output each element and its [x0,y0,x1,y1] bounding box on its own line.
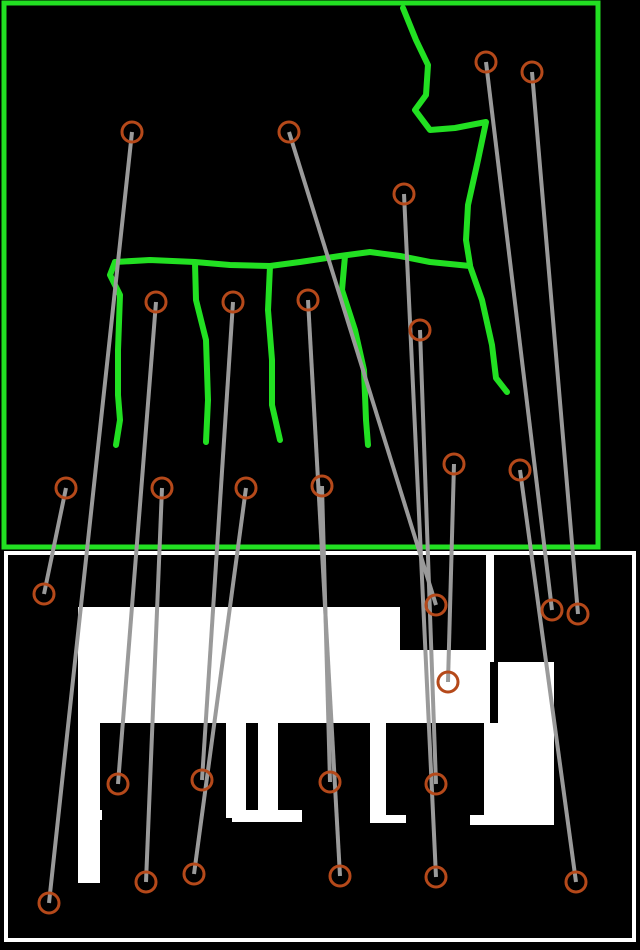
keypoint-6 [144,290,168,314]
match-line-13 [320,485,332,783]
sketch-leg-4 [339,253,371,448]
keypoint-27 [182,862,206,886]
top-sketch-panel [1,0,601,550]
sketch-leg-2 [192,260,211,445]
match-line-15 [518,469,578,883]
match-line-14 [446,463,456,683]
match-line-11 [144,487,164,883]
match-line-9 [418,329,438,785]
mask-tail-block [498,662,554,824]
mask-leg-3 [258,723,278,815]
keypoint-11 [150,476,174,500]
keypoint-25 [37,891,61,915]
keypoint-17 [424,593,448,617]
keypoint-4 [474,50,498,74]
keypoint-8 [296,288,320,312]
match-line-10 [42,487,68,595]
match-line-7 [200,301,235,781]
mask-leg-5 [484,723,498,823]
mask-foot-4 [376,815,406,823]
keypoint-21 [106,772,130,796]
keypoint-5 [520,60,544,84]
keypoint-matches [32,50,590,915]
match-line-4 [484,61,554,611]
keypoint-2 [277,120,301,144]
keypoint-7 [221,290,245,314]
match-line-3 [402,193,438,878]
mask-leg-2 [226,723,246,818]
match-line-1 [47,131,134,904]
mask-leg-4 [370,723,386,823]
keypoint-29 [424,865,448,889]
sketch-frame [1,0,601,550]
keypoint-18 [436,670,460,694]
mask-foot-1 [80,810,102,820]
keypoint-28 [328,864,352,888]
keypoint-20 [566,602,590,626]
keypoint-15 [508,458,532,482]
sketch-tail [467,263,510,395]
keypoint-22 [190,768,214,792]
sketch-back-contour [400,5,489,268]
mask-foot-5 [470,815,554,825]
sketch-strokes [107,5,510,448]
sketch-leg-1 [107,259,123,448]
match-line-12 [192,487,248,875]
match-line-2 [287,131,438,606]
keypoint-26 [134,870,158,894]
match-line-5 [530,71,580,615]
match-line-6 [116,301,158,785]
mask-body-right [400,650,490,723]
sketch-body-line [112,249,473,269]
mask-frame [4,551,636,942]
keypoint-9 [408,318,432,342]
keypoint-16 [32,582,56,606]
keypoint-3 [392,182,416,206]
keypoint-12 [234,476,258,500]
keypoint-10 [54,476,78,500]
mask-foot-2 [232,810,302,822]
keypoint-23 [318,770,342,794]
keypoint-14 [442,452,466,476]
keypoint-30 [564,870,588,894]
keypoint-19 [540,598,564,622]
keypoint-1 [120,120,144,144]
keypoint-24 [424,772,448,796]
keypoint-13 [310,474,334,498]
sketch-leg-3 [265,263,283,443]
mask-leg-1 [78,723,100,883]
